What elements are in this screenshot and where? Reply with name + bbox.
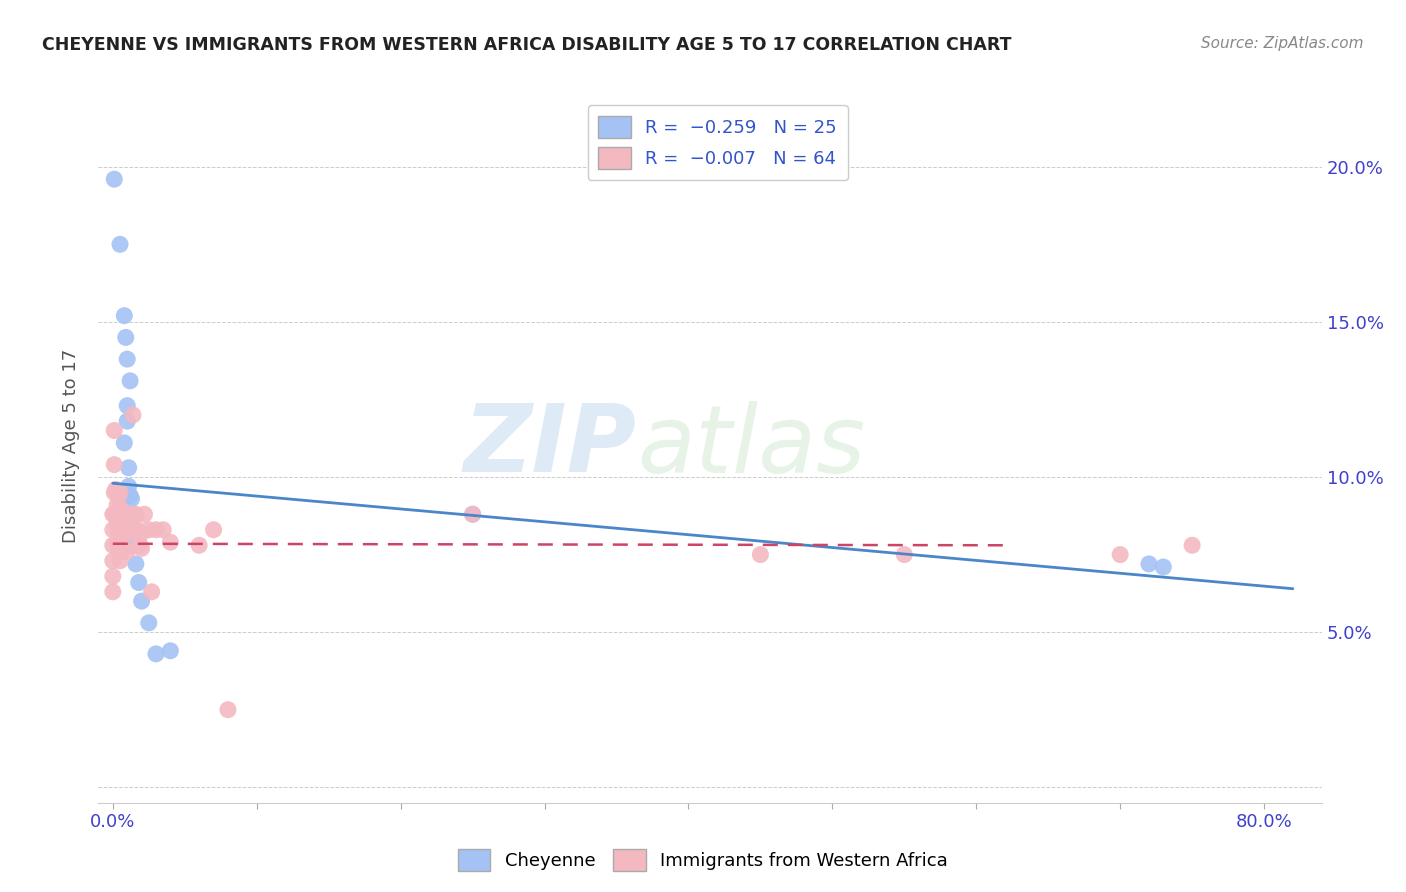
Point [125, 557, 148, 571]
Point [117, 460, 139, 475]
Point [127, 523, 149, 537]
Point [117, 479, 139, 493]
Text: ZIP: ZIP [464, 400, 637, 492]
Point [217, 703, 239, 717]
Point [1152, 560, 1174, 574]
Point [117, 508, 139, 522]
Point [110, 541, 132, 556]
Point [108, 501, 131, 516]
Point [103, 172, 125, 186]
Point [105, 498, 128, 512]
Point [131, 541, 153, 556]
Point [122, 523, 145, 537]
Point [121, 516, 143, 531]
Point [461, 508, 484, 522]
Point [112, 508, 135, 522]
Point [107, 489, 129, 503]
Point [1109, 548, 1132, 562]
Point [125, 508, 148, 522]
Text: CHEYENNE VS IMMIGRANTS FROM WESTERN AFRICA DISABILITY AGE 5 TO 17 CORRELATION CH: CHEYENNE VS IMMIGRANTS FROM WESTERN AFRI… [42, 36, 1012, 54]
Point [107, 525, 129, 540]
Point [145, 647, 167, 661]
Point [103, 485, 125, 500]
Point [104, 483, 127, 497]
Point [103, 508, 125, 522]
Point [141, 584, 163, 599]
Point [101, 523, 124, 537]
Point [108, 516, 131, 531]
Point [112, 436, 135, 450]
Point [152, 523, 174, 537]
Point [101, 508, 124, 522]
Point [105, 516, 128, 531]
Point [101, 584, 124, 599]
Point [202, 523, 225, 537]
Point [108, 535, 131, 549]
Point [110, 523, 132, 537]
Point [131, 594, 153, 608]
Point [124, 523, 146, 537]
Point [115, 525, 138, 540]
Legend: Cheyenne, Immigrants from Western Africa: Cheyenne, Immigrants from Western Africa [450, 842, 956, 879]
Point [101, 554, 124, 568]
Point [111, 541, 134, 556]
Point [145, 523, 167, 537]
Point [108, 237, 131, 252]
Point [104, 508, 127, 522]
Point [103, 424, 125, 438]
Point [159, 535, 181, 549]
Point [893, 548, 915, 562]
Point [749, 548, 772, 562]
Point [122, 408, 145, 422]
Point [1137, 557, 1160, 571]
Point [134, 508, 156, 522]
Point [120, 374, 142, 388]
Point [115, 544, 138, 558]
Point [111, 523, 134, 537]
Point [114, 508, 136, 522]
Point [105, 535, 128, 549]
Point [117, 523, 139, 537]
Legend: R =  −0.259   N = 25, R =  −0.007   N = 64: R = −0.259 N = 25, R = −0.007 N = 64 [588, 105, 848, 180]
Point [112, 523, 135, 537]
Point [108, 554, 131, 568]
Point [120, 508, 142, 522]
Point [121, 508, 143, 522]
Point [461, 508, 484, 522]
Point [115, 352, 138, 367]
Point [115, 414, 138, 428]
Point [159, 644, 181, 658]
Point [128, 575, 150, 590]
Point [1181, 538, 1204, 552]
Point [120, 489, 142, 503]
Point [115, 508, 138, 522]
Point [107, 544, 129, 558]
Point [111, 508, 134, 522]
Point [138, 615, 160, 630]
Point [131, 525, 153, 540]
Point [129, 538, 152, 552]
Point [124, 538, 146, 552]
Point [138, 523, 160, 537]
Text: atlas: atlas [637, 401, 865, 491]
Point [128, 538, 150, 552]
Point [107, 508, 129, 522]
Text: Source: ZipAtlas.com: Source: ZipAtlas.com [1201, 36, 1364, 51]
Point [115, 399, 138, 413]
Y-axis label: Disability Age 5 to 17: Disability Age 5 to 17 [62, 349, 80, 543]
Point [120, 523, 142, 537]
Point [188, 538, 211, 552]
Point [110, 504, 132, 518]
Point [103, 458, 125, 472]
Point [121, 491, 143, 506]
Point [112, 309, 135, 323]
Point [101, 569, 124, 583]
Point [114, 525, 136, 540]
Point [101, 538, 124, 552]
Point [108, 485, 131, 500]
Point [114, 330, 136, 344]
